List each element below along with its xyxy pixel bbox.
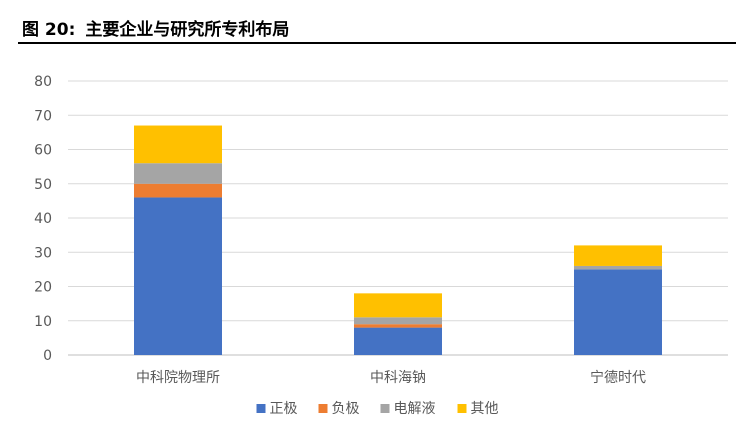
legend-label-其他: 其他 — [471, 401, 499, 417]
legend-label-正极: 正极 — [270, 401, 298, 417]
legend: 正极 负极 电解液 其他 — [256, 401, 499, 417]
legend-label-负极: 负极 — [332, 401, 360, 417]
y-tick-label: 40 — [34, 211, 52, 227]
y-tick-label: 80 — [34, 74, 52, 90]
bar-segment-其他 — [354, 293, 442, 318]
x-category-label: 中科院物理所 — [136, 370, 220, 386]
bar-segment-电解液 — [354, 317, 442, 325]
y-tick-label: 20 — [34, 280, 52, 296]
bar-segment-其他 — [134, 125, 222, 164]
legend-swatch-电解液 — [380, 404, 390, 413]
bar-segment-正极 — [354, 327, 442, 355]
y-tick-label: 60 — [34, 143, 52, 159]
bars — [134, 125, 662, 355]
y-tick-label: 50 — [34, 177, 52, 193]
x-category-label: 宁德时代 — [590, 369, 646, 386]
legend-swatch-负极 — [318, 404, 328, 413]
legend-swatch-正极 — [256, 404, 266, 413]
figure-number: 图 20: — [22, 20, 76, 40]
bar-segment-正极 — [574, 269, 662, 355]
y-tick-label: 30 — [34, 245, 52, 261]
title-rule — [18, 42, 736, 44]
y-tick-label: 70 — [34, 108, 52, 124]
bar-segment-其他 — [574, 245, 662, 266]
y-tick-label: 0 — [43, 348, 52, 364]
legend-label-电解液: 电解液 — [394, 401, 436, 417]
bar-segment-电解液 — [134, 163, 222, 184]
bar-segment-负极 — [134, 183, 222, 198]
x-axis: 中科院物理所 中科海钠 宁德时代 — [136, 369, 646, 386]
legend-swatch-其他 — [457, 404, 467, 413]
x-category-label: 中科海钠 — [370, 370, 426, 386]
bar-segment-电解液 — [574, 265, 662, 270]
y-axis-ticks: 0 10 20 30 40 50 60 70 80 — [34, 74, 52, 364]
figure-title-text: 主要企业与研究所专利布局 — [85, 20, 290, 40]
bar-segment-负极 — [354, 324, 442, 328]
y-tick-label: 10 — [34, 314, 52, 330]
figure-title: 图 20: 主要企业与研究所专利布局 — [22, 15, 289, 40]
bar-segment-正极 — [134, 197, 222, 355]
